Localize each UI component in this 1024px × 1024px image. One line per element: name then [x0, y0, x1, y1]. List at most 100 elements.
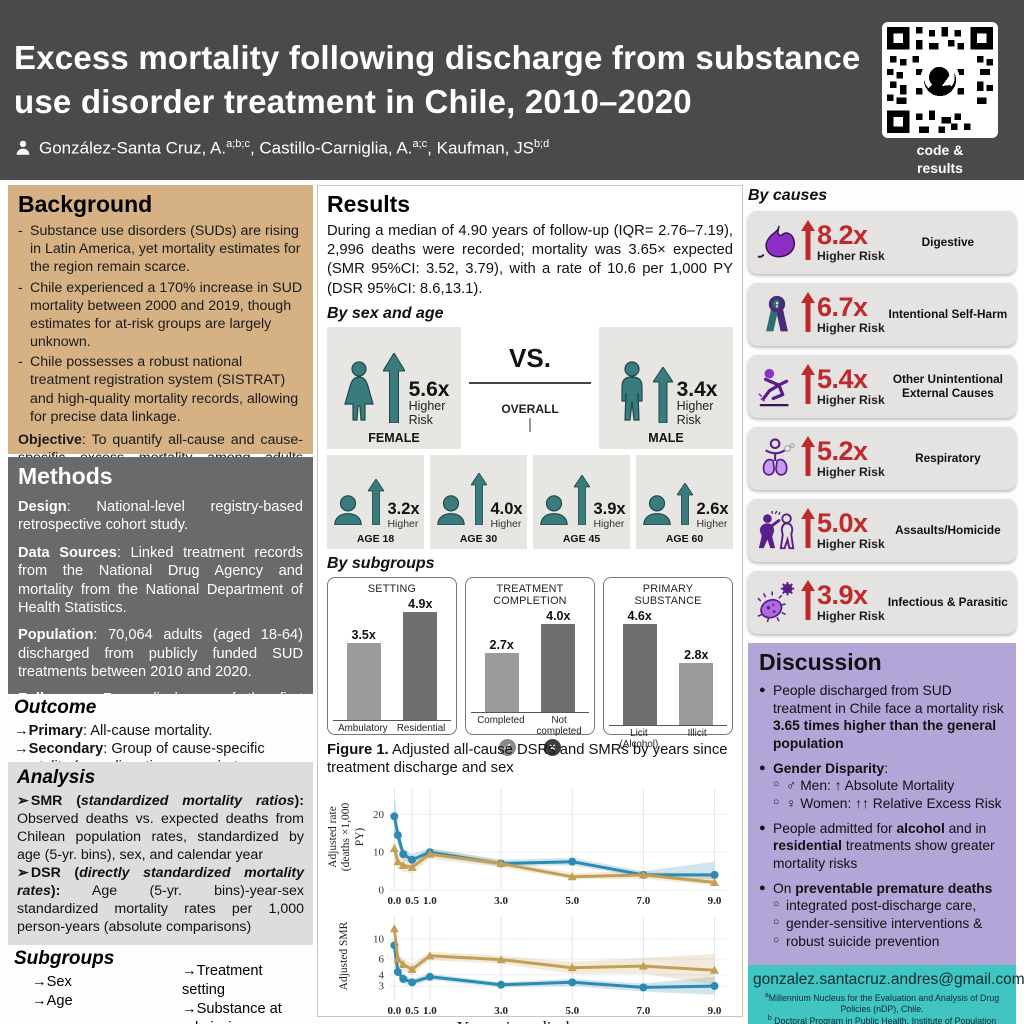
lungs-icon — [755, 437, 799, 480]
male-card: 3.4x Higher Risk MALE — [599, 326, 733, 449]
x-axis-label: Years since discharge — [327, 1018, 733, 1024]
overall-label: OVERALL — [501, 402, 559, 417]
svg-text:0.0: 0.0 — [387, 1005, 401, 1017]
section-contact: gonzalez.santacruz.andres@gmail.com aMil… — [748, 965, 1024, 1024]
up-arrow-icon — [470, 472, 489, 530]
age-card-60: 2.6x Higher AGE 60 — [636, 454, 733, 549]
methods-item: Population: 70,064 adults (aged 18-64) d… — [18, 627, 303, 680]
check-circle-icon: ✓ — [499, 739, 516, 757]
affiliation: aMillennium Nucleus for the Evaluation a… — [764, 992, 1000, 1014]
up-arrow-icon — [367, 478, 386, 530]
subgroup-item: →Age — [32, 992, 73, 1009]
up-arrow-icon — [573, 474, 592, 530]
svg-text:0.5: 0.5 — [405, 895, 419, 907]
stomach-icon — [755, 222, 799, 264]
svg-text:0.0: 0.0 — [387, 895, 401, 907]
red-up-arrow-icon — [801, 580, 815, 625]
svg-text:9.0: 9.0 — [708, 1005, 722, 1017]
rate-chart: 0 10 20 0.0 0.5 1.0 3.0 5.0 7.0 9.0 — [373, 787, 727, 907]
title-line-2: use disorder treatment in Chile, 2010–20… — [14, 82, 692, 120]
bar-licit — [622, 623, 657, 725]
person-bust-icon — [640, 493, 674, 530]
subgroups-heading: Subgroups — [14, 948, 115, 969]
age-card-30: 4.0x Higher AGE 30 — [430, 454, 527, 549]
person-bust-icon — [434, 493, 468, 530]
falling-person-icon — [755, 366, 799, 408]
qr-code — [882, 22, 998, 138]
section-subgroups: Subgroups →Sex →Age →Treatment setting →… — [8, 948, 313, 1024]
qr-code-block: code & results — [876, 22, 1004, 177]
author-line: González-Santa Cruz, A.a;b;c, Castillo-C… — [14, 138, 549, 159]
cause-card-digestive: 8.2x Higher Risk Digestive — [748, 211, 1016, 274]
smr-chart: 34 6 10 0.0 0.5 1.0 3.0 5.0 7.0 9.0 — [373, 915, 727, 1017]
red-up-arrow-icon — [801, 292, 815, 337]
completion-chart: TREATMENT COMPLETION 2.7x 4.0x Completed… — [465, 576, 595, 757]
age-cards: 3.2x Higher AGE 18 4.0x Higher AGE 30 3.9x… — [327, 454, 733, 549]
male-multiplier: 3.4x — [676, 378, 718, 402]
svg-text:5.0: 5.0 — [565, 1005, 579, 1017]
analysis-item: ➢ DSR (directly standardized mortality ra… — [17, 865, 305, 936]
background-heading: Background — [18, 191, 153, 217]
up-arrow-icon — [381, 351, 406, 428]
setting-chart: SETTING 3.5x 4.9x Ambulatory Residential — [327, 576, 457, 735]
authors-text: González-Santa Cruz, A.a;b;c, Castillo-C… — [39, 138, 550, 158]
background-bullet: - Chile possesses a robust national treat… — [18, 354, 299, 425]
svg-text:10: 10 — [373, 847, 385, 859]
discussion-bullet: ● People admitted for alcohol and in resi… — [759, 820, 995, 871]
overall-stem — [529, 418, 531, 433]
section-methods: Methods Design: National-level registry-… — [8, 457, 313, 744]
cause-card-infectious: 3.9x Higher Risk Infectious & Parasitic — [748, 571, 1016, 634]
person-icon — [14, 139, 32, 157]
bar-not-completed — [541, 623, 576, 712]
header: Excess mortality following discharge fro… — [0, 0, 1024, 180]
subgroup-item: →Sex — [32, 974, 72, 990]
affiliation: b Doctoral Program in Public Health, Ins… — [767, 1014, 997, 1024]
svg-text:5.0: 5.0 — [565, 895, 579, 907]
rate-y-axis-label: Adjusted rate (deaths ×1,000 PY) — [327, 802, 366, 872]
up-arrow-icon — [651, 366, 674, 428]
person-bust-icon — [537, 493, 571, 530]
age-card-45: 3.9x Higher AGE 45 — [533, 454, 630, 549]
vs-text: VS. — [509, 343, 551, 374]
substance-chart: PRIMARY SUBSTANCE 4.6x 2.8x Licit (Alcoh… — [603, 576, 733, 750]
svg-text:6: 6 — [379, 953, 385, 965]
cross-circle-icon: × — [544, 739, 561, 757]
ribbon-icon — [755, 295, 799, 335]
bar-ambulatory — [346, 642, 381, 720]
svg-text:3.0: 3.0 — [494, 895, 508, 907]
svg-text:1.0: 1.0 — [423, 1005, 437, 1017]
svg-text:3: 3 — [379, 980, 385, 992]
subgroup-charts: SETTING 3.5x 4.9x Ambulatory Residential … — [327, 576, 733, 757]
female-multiplier: 5.6x — [408, 378, 450, 402]
female-card: 5.6x Higher Risk FEMALE — [327, 326, 461, 449]
svg-text:0: 0 — [379, 884, 385, 896]
figure1-smr-panel: Adjusted SMR 3 4 6 10 0.0 0.5 1.0 3.0 5.0 7.0 9.0 — [327, 908, 733, 1018]
background-bullet: - Substance use disorders (SUDs) are risi… — [18, 223, 301, 276]
svg-text:9.0: 9.0 — [708, 895, 722, 907]
person-bust-icon — [331, 493, 365, 530]
cause-card-self-harm: 6.7x Higher Risk Intentional Self-Harm — [748, 283, 1016, 346]
vs-cell: VS. OVERALL — [461, 327, 599, 449]
outcome-item: →Primary: All-cause mortality. — [14, 723, 213, 739]
section-results: Results During a median of 4.90 years of… — [317, 185, 743, 1024]
methods-heading: Methods — [18, 463, 113, 489]
section-analysis: Analysis ➢ SMR (standardized mortality ra… — [8, 762, 313, 945]
analysis-heading: Analysis — [17, 767, 96, 788]
female-label: FEMALE — [368, 430, 420, 445]
assault-icon — [755, 510, 799, 552]
discussion-bullet: ● People discharged from SUD treatment in… — [759, 683, 1004, 751]
male-icon — [615, 361, 649, 428]
male-label: MALE — [648, 430, 684, 445]
title-line-1: Excess mortality following discharge fro… — [14, 39, 861, 76]
subgroup-item: →Treatment setting — [182, 963, 263, 998]
age-card-18: 3.2x Higher AGE 18 — [327, 454, 424, 549]
cause-card-respiratory: 5.2x Higher Risk Respiratory — [748, 427, 1016, 490]
up-arrow-icon — [676, 482, 695, 530]
background-bullet: - Chile experienced a 170% increase in SU… — [18, 279, 303, 351]
figure1-caption: Figure 1. Adjusted all-cause DSRs and SM… — [327, 741, 728, 777]
methods-item: Data Sources: Linked treatment records f… — [18, 544, 303, 616]
svg-text:20: 20 — [373, 809, 385, 821]
red-up-arrow-icon — [801, 364, 815, 409]
svg-text:3.0: 3.0 — [494, 1005, 508, 1017]
